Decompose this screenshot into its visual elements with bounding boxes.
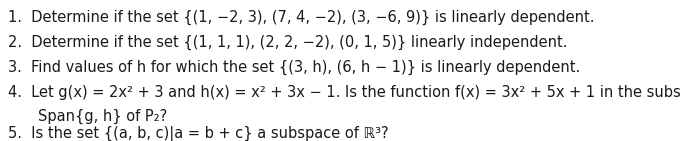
Text: 4.  Let g(x) = 2x² + 3 and h(x) = x² + 3x − 1. Is the function f(x) = 3x² + 5x +: 4. Let g(x) = 2x² + 3 and h(x) = x² + 3x…	[8, 85, 680, 100]
Text: Span{g, h} of P₂?: Span{g, h} of P₂?	[38, 109, 167, 124]
Text: 2.  Determine if the set {(1, 1, 1), (2, 2, −2), (0, 1, 5)} linearly independent: 2. Determine if the set {(1, 1, 1), (2, …	[8, 35, 568, 50]
Text: 1.  Determine if the set {(1, −2, 3), (7, 4, −2), (3, −6, 9)} is linearly depend: 1. Determine if the set {(1, −2, 3), (7,…	[8, 10, 594, 25]
Text: 5.  Is the set {(a, b, c)|a = b + c} a subspace of ℝ³?: 5. Is the set {(a, b, c)|a = b + c} a su…	[8, 126, 389, 141]
Text: 3.  Find values of h for which the set {(3, h), (6, h − 1)} is linearly dependen: 3. Find values of h for which the set {(…	[8, 60, 580, 75]
